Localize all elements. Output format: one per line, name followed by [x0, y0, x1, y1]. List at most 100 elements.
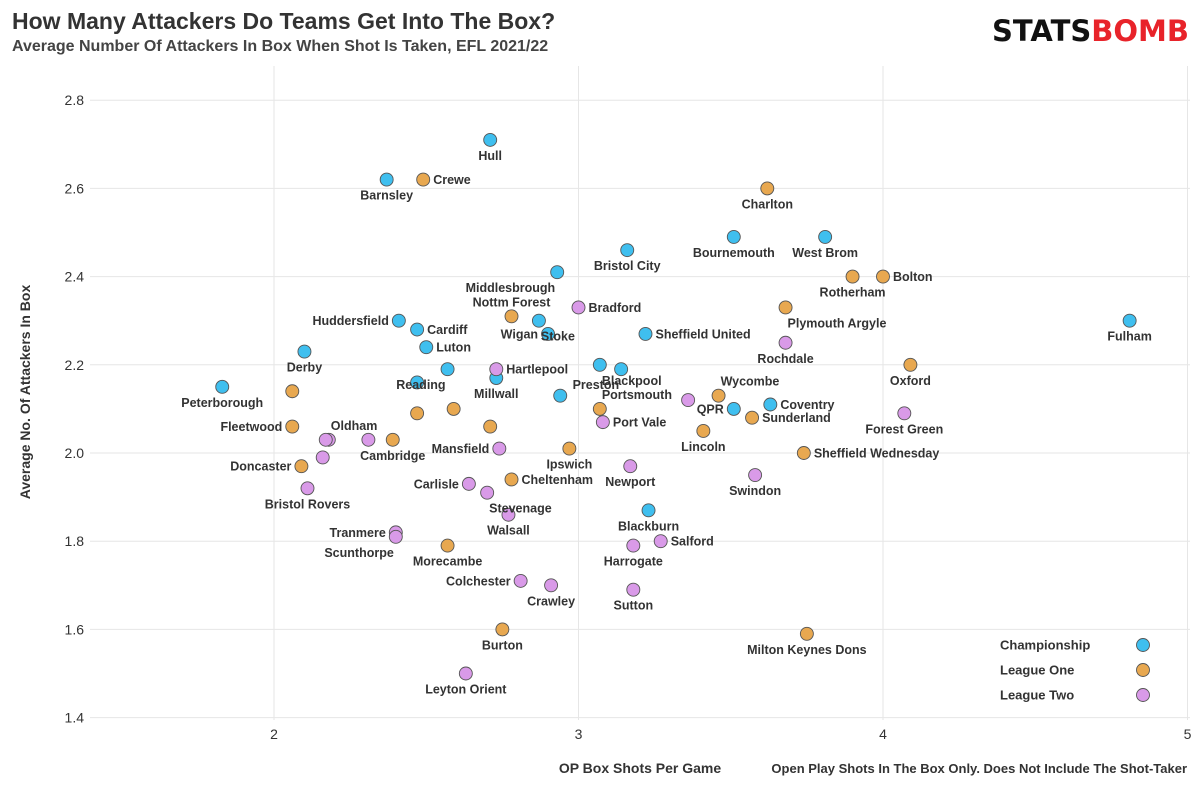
- data-point: [531, 313, 546, 328]
- data-point: [638, 326, 653, 341]
- data-point: [711, 388, 726, 403]
- point-label: Wycombe: [721, 375, 780, 389]
- point-label: Oldham: [331, 419, 378, 433]
- data-point: [760, 181, 775, 196]
- data-point: [799, 626, 814, 641]
- legend-marker: [1136, 663, 1150, 677]
- y-tick-label: 2.2: [65, 357, 85, 373]
- data-point: [626, 582, 641, 597]
- y-tick-label: 2.8: [65, 92, 85, 108]
- data-point: [544, 578, 559, 593]
- statsbomb-logo: STATSBOMB: [992, 14, 1189, 48]
- footnote: Open Play Shots In The Box Only. Does No…: [771, 761, 1187, 776]
- data-point: [504, 472, 519, 487]
- data-point: [681, 393, 696, 408]
- data-point: [553, 388, 568, 403]
- data-point: [388, 529, 403, 544]
- data-point: [446, 401, 461, 416]
- point-label: Cheltenham: [522, 473, 594, 487]
- x-tick-label: 2: [270, 726, 278, 742]
- data-point: [440, 362, 455, 377]
- data-point: [818, 229, 833, 244]
- data-point: [903, 357, 918, 372]
- point-label: Rochdale: [757, 352, 813, 366]
- point-label: Nottm Forest: [473, 295, 552, 309]
- point-label: Tranmere: [330, 526, 386, 540]
- data-point: [745, 410, 760, 425]
- point-label: Cardiff: [427, 323, 468, 337]
- data-point: [513, 573, 528, 588]
- data-points: [215, 132, 1137, 681]
- legend-marker: [1136, 688, 1150, 702]
- point-label: QPR: [697, 402, 724, 416]
- point-label: Millwall: [474, 387, 518, 401]
- data-point: [1122, 313, 1137, 328]
- data-point: [845, 269, 860, 284]
- point-label: Sutton: [614, 599, 654, 613]
- point-label: Carlisle: [414, 477, 459, 491]
- data-point: [897, 406, 912, 421]
- point-label: Rotherham: [820, 286, 886, 300]
- point-label: Oxford: [890, 374, 931, 388]
- data-point: [541, 326, 555, 341]
- legend-label: Championship: [1000, 638, 1090, 653]
- data-point: [595, 415, 610, 430]
- data-point: [504, 309, 519, 324]
- data-point: [361, 432, 376, 447]
- data-point: [550, 265, 565, 280]
- y-tick-label: 1.8: [65, 533, 85, 549]
- point-label: Bradford: [589, 301, 642, 315]
- point-label: Doncaster: [230, 460, 291, 474]
- data-point: [623, 459, 638, 474]
- point-label: Stoke: [541, 330, 575, 344]
- point-label: Fulham: [1107, 330, 1151, 344]
- y-tick-label: 1.4: [65, 710, 85, 726]
- data-point: [416, 172, 431, 187]
- data-point: [410, 322, 425, 337]
- data-point: [215, 379, 230, 394]
- point-label: Charlton: [742, 197, 793, 211]
- point-label: Hartlepool: [506, 363, 568, 377]
- data-point: [489, 362, 504, 377]
- data-point: [796, 446, 811, 460]
- point-label: Fleetwood: [220, 420, 282, 434]
- point-label: Bolton: [893, 270, 933, 284]
- point-label: Bristol City: [594, 259, 661, 273]
- data-point: [562, 441, 577, 456]
- data-point: [410, 375, 425, 390]
- point-label: Reading: [396, 378, 445, 392]
- data-point: [300, 481, 315, 496]
- logo-part-bomb: BOMB: [1091, 14, 1190, 48]
- point-label: Blackpool: [602, 374, 662, 388]
- point-label: Blackburn: [618, 519, 679, 533]
- point-label: Sheffield United: [655, 327, 750, 341]
- x-axis-label: OP Box Shots Per Game: [559, 760, 722, 776]
- x-tick-label: 5: [1184, 726, 1192, 742]
- x-tick-label: 4: [879, 726, 887, 742]
- data-point: [419, 340, 434, 355]
- data-point: [614, 362, 629, 377]
- data-point: [763, 397, 778, 412]
- data-point: [726, 229, 741, 244]
- logo-part-stats: STATS: [992, 14, 1092, 48]
- data-point: [410, 406, 425, 421]
- data-point: [592, 401, 607, 416]
- data-point: [592, 357, 607, 372]
- point-label: Huddersfield: [312, 314, 388, 328]
- data-point: [876, 269, 890, 284]
- y-tick-label: 2.6: [65, 180, 85, 196]
- data-point: [501, 507, 516, 522]
- data-point: [495, 622, 510, 637]
- point-labels: Hull Barnsley Bournemouth West Brom Bristol …: [181, 149, 1152, 697]
- data-point: [571, 300, 586, 315]
- point-label: Ipswich: [546, 458, 592, 472]
- y-tick-label: 2.0: [65, 445, 85, 461]
- data-point: [483, 132, 498, 147]
- data-point: [620, 243, 635, 258]
- point-label: Sheffield Wednesday: [814, 447, 940, 461]
- point-label: Mansfield: [432, 442, 490, 456]
- data-point: [294, 459, 309, 474]
- point-label: Sunderland: [762, 411, 831, 425]
- point-label: Forest Green: [865, 422, 943, 436]
